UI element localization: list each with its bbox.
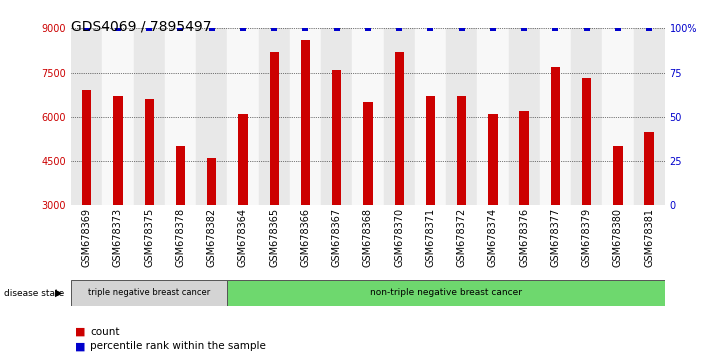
Bar (477, 28, 508, 205)
Bar (321, 28, 353, 205)
Bar (71, 280, 228, 306)
Bar (551, 67, 560, 205)
Bar (165, 28, 196, 205)
Text: count: count (90, 327, 119, 337)
Bar (602, 28, 634, 205)
Point (518, 25, 530, 31)
Point (612, 25, 624, 31)
Bar (508, 28, 540, 205)
Point (144, 25, 155, 31)
Bar (290, 28, 321, 205)
Bar (102, 28, 134, 205)
Bar (269, 52, 279, 205)
Bar (301, 40, 310, 205)
Bar (353, 28, 383, 205)
Bar (228, 28, 259, 205)
Bar (238, 114, 247, 205)
Point (362, 25, 374, 31)
Bar (488, 114, 498, 205)
Bar (582, 79, 592, 205)
Bar (446, 28, 477, 205)
Bar (196, 28, 228, 205)
Bar (259, 28, 290, 205)
Text: ▶: ▶ (55, 288, 63, 298)
Point (643, 25, 655, 31)
Text: disease state: disease state (4, 289, 64, 298)
Bar (520, 111, 529, 205)
Bar (176, 146, 185, 205)
Point (269, 25, 280, 31)
Bar (426, 96, 435, 205)
Bar (415, 28, 446, 205)
Point (456, 25, 467, 31)
Bar (71, 28, 102, 205)
Text: non-triple negative breast cancer: non-triple negative breast cancer (370, 289, 522, 297)
Bar (644, 132, 654, 205)
Text: ■: ■ (75, 327, 85, 337)
Bar (228, 280, 665, 306)
Bar (113, 96, 123, 205)
Bar (613, 146, 623, 205)
Point (331, 25, 343, 31)
Point (550, 25, 561, 31)
Point (393, 25, 405, 31)
Bar (634, 28, 665, 205)
Point (237, 25, 249, 31)
Text: GDS4069 / 7895497: GDS4069 / 7895497 (71, 19, 212, 34)
Point (81, 25, 92, 31)
Text: triple negative breast cancer: triple negative breast cancer (88, 289, 210, 297)
Bar (207, 158, 216, 205)
Bar (144, 99, 154, 205)
Point (581, 25, 592, 31)
Bar (363, 102, 373, 205)
Bar (332, 70, 341, 205)
Point (206, 25, 218, 31)
Bar (82, 90, 92, 205)
Bar (383, 28, 415, 205)
Text: percentile rank within the sample: percentile rank within the sample (90, 341, 266, 351)
Point (300, 25, 311, 31)
Bar (571, 28, 602, 205)
Point (175, 25, 186, 31)
Point (487, 25, 498, 31)
Point (112, 25, 124, 31)
Text: ■: ■ (75, 341, 85, 351)
Bar (540, 28, 571, 205)
Bar (395, 52, 404, 205)
Point (424, 25, 436, 31)
Bar (134, 28, 165, 205)
Bar (457, 96, 466, 205)
